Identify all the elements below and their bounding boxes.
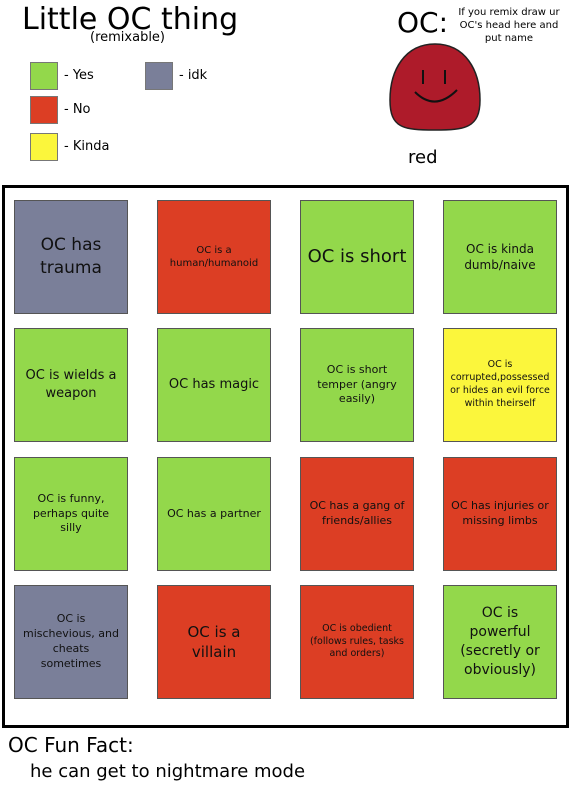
legend-swatch <box>30 133 58 161</box>
grid-cell: OC is a villain <box>157 585 271 699</box>
grid-cell: OC has a partner <box>157 457 271 571</box>
subtitle: (remixable) <box>90 30 165 45</box>
legend-swatch <box>30 62 58 90</box>
grid-cell: OC is kinda dumb/naive <box>443 200 557 314</box>
grid-cell: OC is short <box>300 200 414 314</box>
grid-cell: OC is mischevious, and cheats sometimes <box>14 585 128 699</box>
grid-cell: OC is a human/humanoid <box>157 200 271 314</box>
legend-label: - No <box>64 102 91 117</box>
grid-cell: OC is funny, perhaps quite silly <box>14 457 128 571</box>
grid-cell: OC is short temper (angry easily) <box>300 328 414 442</box>
grid-frame <box>2 185 569 728</box>
remix-note: If you remix draw ur OC's head here and … <box>458 7 560 44</box>
legend-swatch <box>145 62 173 90</box>
legend-label: - Yes <box>64 68 94 83</box>
grid-cell: OC has magic <box>157 328 271 442</box>
grid-cell: OC is wields a weapon <box>14 328 128 442</box>
footer-text: he can get to nightmare mode <box>30 761 306 782</box>
title: Little OC thing <box>22 2 239 37</box>
grid-cell: OC is powerful (secretly or obviously) <box>443 585 557 699</box>
legend-swatch <box>30 96 58 124</box>
oc-label: OC: <box>397 6 449 39</box>
grid-cell: OC is obedient (follows rules, tasks and… <box>300 585 414 699</box>
oc-head <box>389 43 481 131</box>
footer-title: OC Fun Fact: <box>8 733 134 757</box>
grid-cell: OC has a gang of friends/allies <box>300 457 414 571</box>
oc-name: red <box>408 147 438 168</box>
legend-label: - Kinda <box>64 139 110 154</box>
grid-cell: OC has injuries or missing limbs <box>443 457 557 571</box>
grid-cell: OC has trauma <box>14 200 128 314</box>
grid-cell: OC is corrupted,possessed or hides an ev… <box>443 328 557 442</box>
legend-label: - idk <box>179 68 208 83</box>
